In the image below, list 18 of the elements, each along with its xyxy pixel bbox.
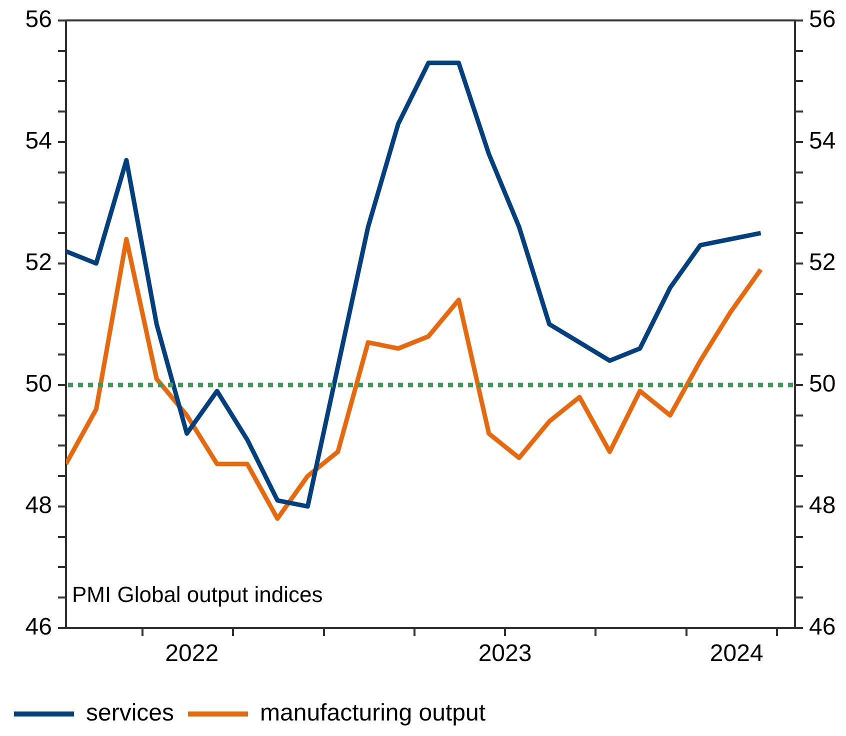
y2-tick-label: 50 — [809, 370, 836, 398]
x-tick-label: 2022 — [165, 640, 219, 668]
y-tick-label: 56 — [25, 6, 52, 34]
y-tick-label: 54 — [25, 128, 52, 155]
y-tick-label: 46 — [25, 614, 52, 641]
y2-tick-label: 56 — [809, 6, 836, 34]
annotation: PMI Global output indices — [72, 582, 323, 607]
y2-tick-label: 54 — [809, 128, 836, 155]
x-tick-label: 2023 — [478, 640, 532, 668]
y2-tick-label: 48 — [809, 492, 836, 520]
y2-tick-label: 52 — [809, 249, 836, 276]
y-tick-label: 48 — [25, 492, 52, 520]
y-tick-label: 52 — [25, 249, 52, 276]
y-tick-label: 50 — [25, 370, 52, 398]
legend-label: services — [86, 700, 174, 727]
y2-tick-label: 46 — [809, 614, 836, 641]
x-tick-label: 2024 — [710, 640, 764, 668]
legend-label: manufacturing output — [260, 700, 486, 727]
